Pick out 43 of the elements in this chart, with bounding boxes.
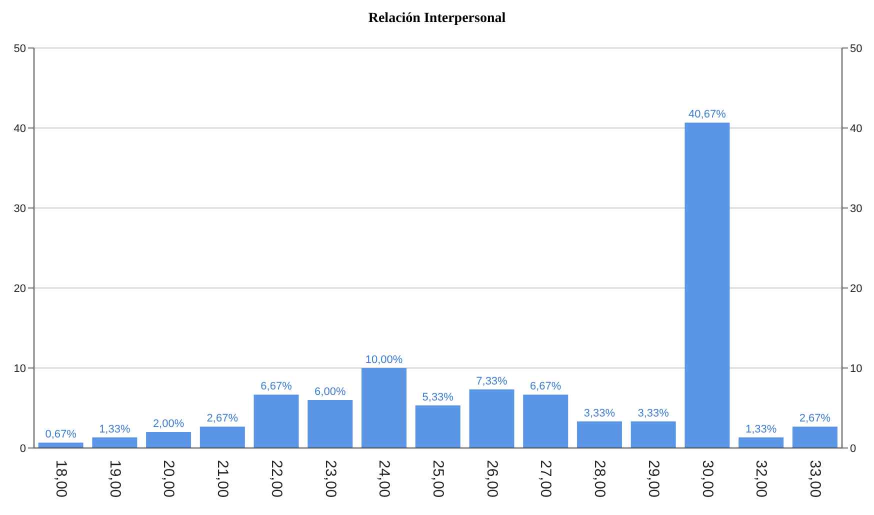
data-label: 0,67% xyxy=(45,428,77,441)
x-tick-label: 28,00 xyxy=(591,460,608,498)
data-label: 3,33% xyxy=(638,407,670,420)
y-tick-label: 40 xyxy=(14,122,26,135)
data-label: 2,00% xyxy=(152,418,184,430)
y2-tick-label: 0 xyxy=(850,442,856,455)
y2-tick-label: 30 xyxy=(850,202,862,215)
y-tick-label: 0 xyxy=(20,442,26,455)
chart-title: Relación Interpersonal xyxy=(367,10,507,28)
x-tick-label: 27,00 xyxy=(537,460,554,498)
y-tick-label: 20 xyxy=(14,282,26,295)
data-label: 2,67% xyxy=(799,412,831,425)
x-tick-label: 24,00 xyxy=(376,460,393,498)
data-label: 6,00% xyxy=(314,386,346,398)
x-tick-label: 26,00 xyxy=(483,460,500,498)
x-tick-label: 25,00 xyxy=(430,460,446,498)
x-tick-label: 32,00 xyxy=(752,460,770,498)
y2-tick-label: 10 xyxy=(850,362,862,375)
x-tick-label: 23,00 xyxy=(322,460,339,498)
x-tick-label: 20,00 xyxy=(160,460,178,498)
y-tick-label: 50 xyxy=(14,42,26,55)
data-label: 2,67% xyxy=(206,412,238,425)
data-label: 1,33% xyxy=(745,423,777,436)
data-label: 5,33% xyxy=(422,391,454,404)
data-label: 40,67% xyxy=(688,108,726,121)
data-label: 6,67% xyxy=(530,380,562,393)
x-tick-label: 30,00 xyxy=(698,460,716,498)
data-label: 10,00% xyxy=(365,354,403,366)
data-label: 1,33% xyxy=(99,423,130,436)
x-tick-label: 22,00 xyxy=(268,460,285,498)
data-label: 3,33% xyxy=(584,407,616,420)
y2-tick-label: 50 xyxy=(850,42,862,55)
x-tick-label: 33,00 xyxy=(806,460,824,498)
x-tick-label: 29,00 xyxy=(644,460,662,498)
y-tick-label: 10 xyxy=(14,362,26,375)
y-tick-label: 30 xyxy=(14,202,26,215)
data-label: 6,67% xyxy=(260,380,292,393)
y2-tick-label: 40 xyxy=(850,122,862,135)
x-tick-label: 19,00 xyxy=(106,460,124,498)
x-tick-label: 21,00 xyxy=(214,460,232,498)
y2-tick-label: 20 xyxy=(850,282,862,295)
data-label: 7,33% xyxy=(476,375,508,388)
x-tick-label: 18,00 xyxy=(52,460,70,498)
